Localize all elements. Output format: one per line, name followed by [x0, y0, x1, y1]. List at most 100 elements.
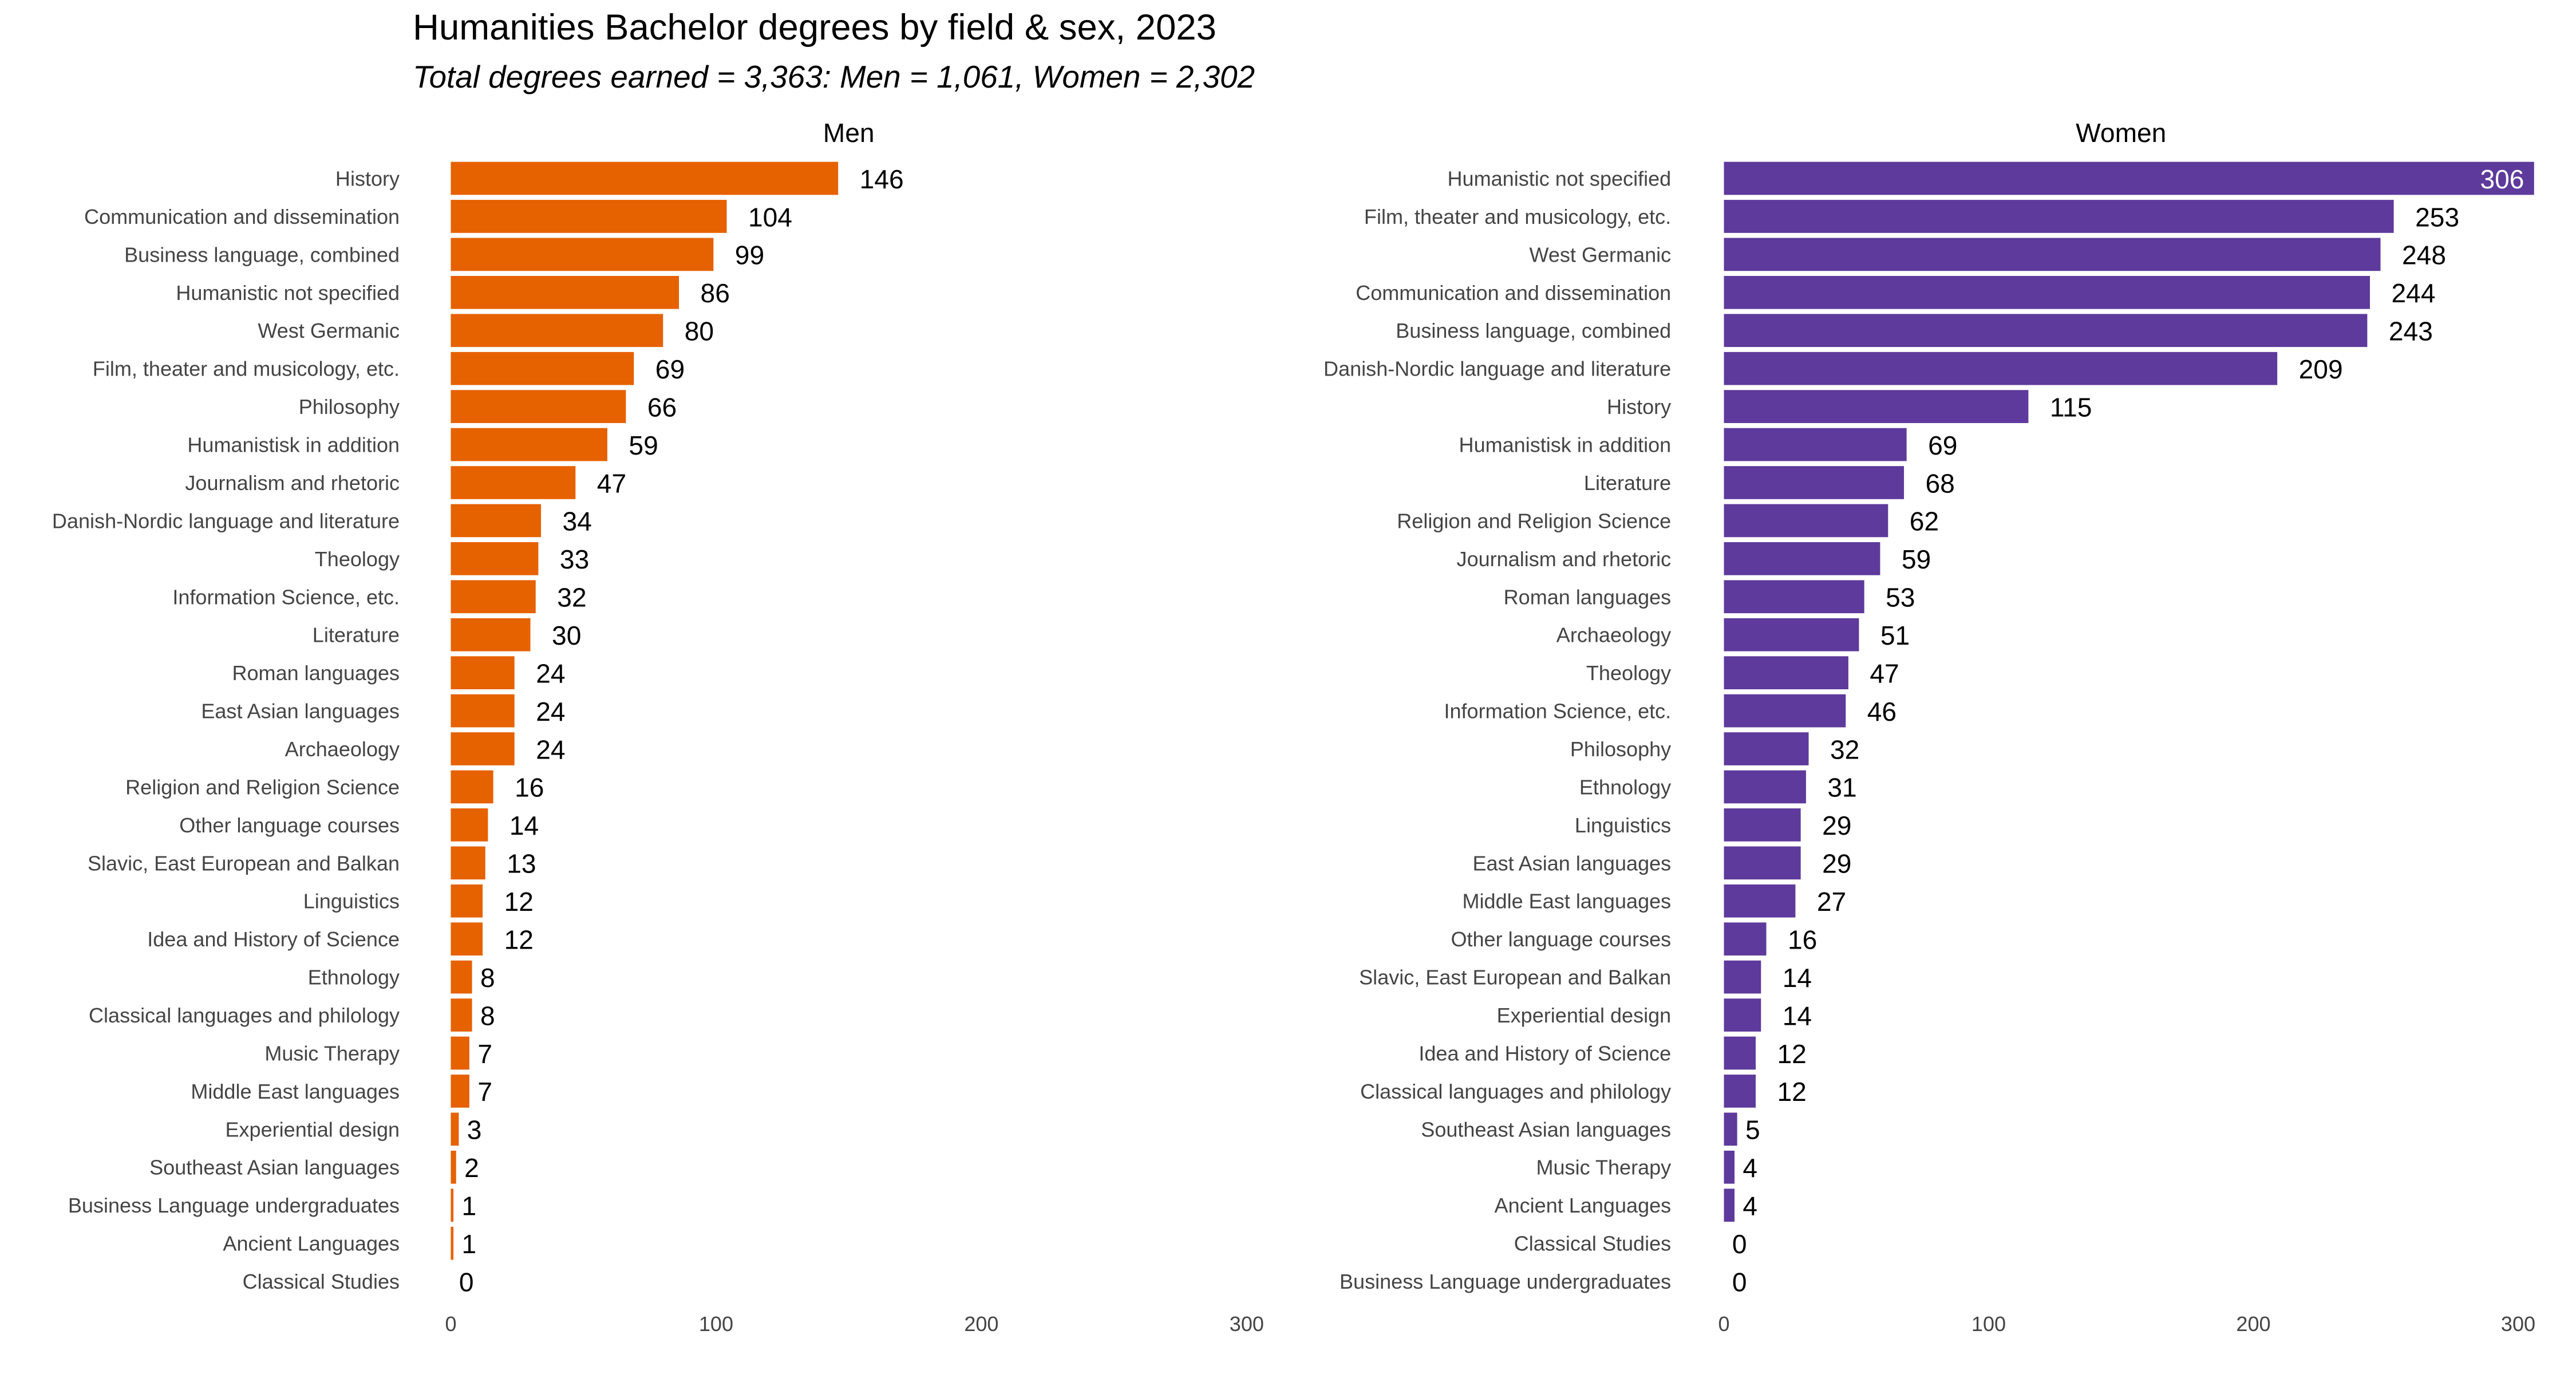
category-label: Danish-Nordic language and literature — [52, 509, 400, 532]
category-label: Music Therapy — [264, 1041, 400, 1065]
bar — [451, 238, 714, 271]
bar — [1724, 808, 1801, 842]
value-label: 4 — [1743, 1191, 1757, 1221]
value-label: 14 — [1783, 963, 1812, 993]
x-tick-label: 100 — [699, 1312, 733, 1336]
category-label: Humanistic not specified — [1448, 167, 1672, 191]
value-label: 243 — [2389, 317, 2433, 346]
facet-label-men: Men — [823, 118, 875, 148]
category-label: Business language, combined — [124, 243, 400, 266]
category-label: Experiential design — [225, 1118, 400, 1141]
bar — [1724, 846, 1801, 880]
value-label: 7 — [477, 1039, 492, 1069]
bar — [451, 428, 607, 461]
bar — [451, 466, 576, 499]
value-label: 104 — [748, 202, 792, 232]
bar — [1724, 352, 2278, 385]
value-label: 46 — [1867, 697, 1897, 726]
bar — [451, 770, 493, 804]
value-label: 115 — [2050, 392, 2092, 422]
bar — [1724, 1075, 1756, 1108]
bar — [1724, 428, 1907, 461]
category-label: Business Language undergraduates — [1340, 1270, 1671, 1293]
category-label: Slavic, East European and Balkan — [1359, 966, 1671, 989]
category-label: East Asian languages — [201, 700, 400, 723]
category-label: Information Science, etc. — [1444, 700, 1671, 723]
bar — [1724, 732, 1809, 765]
category-label: Ancient Languages — [223, 1232, 400, 1255]
category-label: Philosophy — [1570, 737, 1671, 761]
category-label: Archaeology — [1556, 623, 1671, 647]
value-label: 66 — [647, 392, 677, 422]
value-label: 69 — [655, 354, 685, 384]
bar — [451, 314, 663, 348]
value-label: 1 — [462, 1191, 477, 1221]
category-label: History — [335, 167, 400, 191]
category-label: West Germanic — [1529, 243, 1671, 266]
facet-label-women: Women — [2076, 118, 2166, 148]
bar — [451, 1075, 469, 1108]
bar — [1724, 770, 1806, 804]
category-label: Idea and History of Science — [1419, 1041, 1671, 1065]
value-label: 248 — [2402, 240, 2446, 270]
value-label: 244 — [2392, 278, 2436, 308]
value-label: 30 — [552, 621, 581, 650]
category-label: Communication and dissemination — [84, 205, 400, 228]
bar — [451, 656, 515, 690]
value-label: 146 — [860, 164, 904, 194]
category-label: Film, theater and musicology, etc. — [1364, 205, 1671, 228]
bar — [451, 884, 483, 918]
value-label: 12 — [504, 925, 534, 954]
value-label: 27 — [1817, 887, 1846, 917]
category-label: Music Therapy — [1536, 1156, 1671, 1179]
bar — [451, 1150, 456, 1184]
bar — [451, 161, 839, 195]
category-label: Philosophy — [299, 395, 400, 418]
bar — [1724, 998, 1761, 1032]
value-label: 4 — [1743, 1153, 1757, 1183]
value-label: 209 — [2299, 354, 2343, 384]
value-label: 0 — [459, 1267, 474, 1297]
category-label: Middle East languages — [191, 1080, 400, 1103]
value-label: 8 — [480, 963, 495, 993]
category-label: West Germanic — [258, 319, 400, 342]
bar — [1724, 960, 1761, 994]
value-label: 14 — [1783, 1001, 1812, 1030]
bar — [451, 1188, 454, 1222]
value-label: 99 — [735, 240, 764, 270]
value-label: 53 — [1886, 583, 1915, 613]
value-label: 32 — [1830, 735, 1859, 764]
bar — [451, 1112, 459, 1146]
category-label: Literature — [313, 623, 400, 647]
bar — [1724, 884, 1796, 918]
category-label: Classical languages and philology — [1360, 1080, 1671, 1103]
value-label: 68 — [1926, 468, 1955, 498]
value-label: 16 — [515, 773, 544, 803]
category-label: Danish-Nordic language and literature — [1323, 357, 1671, 381]
bar — [451, 694, 515, 728]
bar — [1724, 504, 1888, 538]
value-label: 86 — [701, 278, 730, 308]
bar — [1724, 542, 1880, 575]
x-tick-label: 200 — [2236, 1312, 2270, 1336]
value-label: 7 — [477, 1077, 492, 1107]
x-tick-label: 300 — [2501, 1312, 2535, 1336]
bar — [451, 618, 531, 651]
bar — [451, 808, 488, 842]
category-label: Other language courses — [179, 814, 400, 837]
bar — [1724, 390, 2029, 423]
bar — [1724, 694, 1846, 728]
value-label: 24 — [536, 735, 565, 764]
bar — [451, 275, 679, 309]
value-label: 59 — [629, 431, 658, 460]
chart-subtitle: Total degrees earned = 3,363: Men = 1,06… — [413, 59, 1255, 94]
category-label: East Asian languages — [1472, 851, 1671, 875]
bar — [451, 352, 634, 385]
category-label: Information Science, etc. — [172, 585, 400, 609]
value-label: 12 — [504, 887, 534, 917]
category-label: Journalism and rhetoric — [1457, 547, 1672, 571]
category-label: Communication and dissemination — [1356, 281, 1671, 305]
bar — [451, 998, 472, 1032]
